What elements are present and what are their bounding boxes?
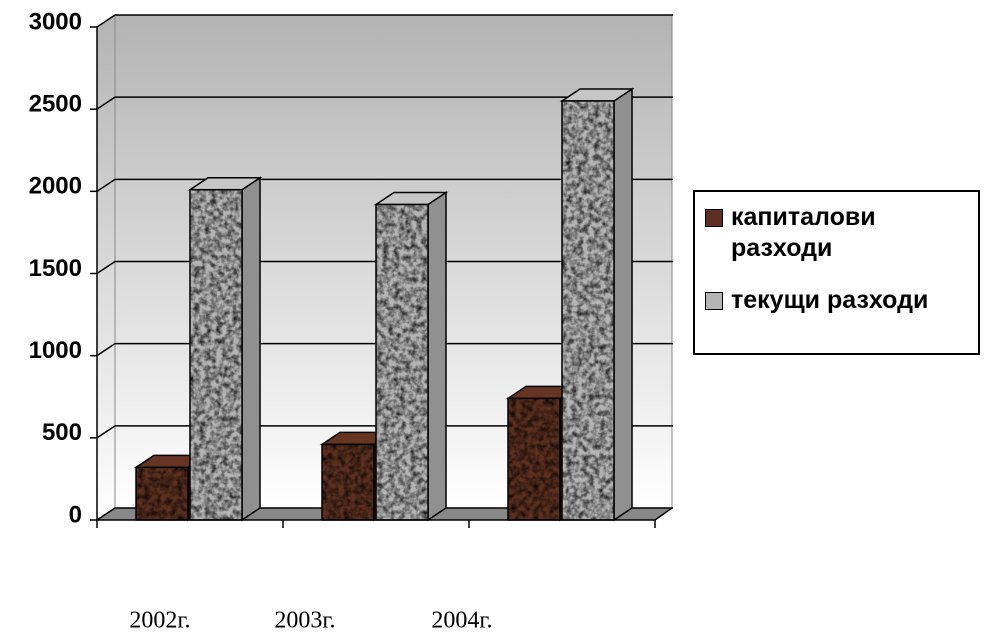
x-tick-label: 2003г. xyxy=(274,608,335,634)
bar-side xyxy=(613,87,633,522)
bar xyxy=(189,188,243,521)
y-tick-label: 0 xyxy=(69,501,82,528)
y-tick-label: 1500 xyxy=(29,255,82,282)
y-tick-label: 3000 xyxy=(29,8,82,35)
grid-line-side xyxy=(96,343,116,357)
legend-swatch xyxy=(705,209,723,227)
grid-line-side xyxy=(96,178,116,192)
legend-entry: текущи разходи xyxy=(705,285,975,316)
legend-entry: капиталови разходи xyxy=(705,202,975,264)
bar xyxy=(321,443,375,521)
legend-label: капиталови разходи xyxy=(731,203,876,262)
legend: капиталови разходи текущи разходи xyxy=(693,190,980,355)
y-tick-label: 2000 xyxy=(29,173,82,200)
grid-line-side xyxy=(96,260,116,275)
y-tick-label: 2500 xyxy=(29,91,82,118)
bar-side xyxy=(427,191,447,522)
bar xyxy=(135,466,189,521)
grid-line-side xyxy=(96,96,116,110)
bar xyxy=(561,100,615,521)
y-tick-label: 1000 xyxy=(29,337,82,364)
grid-line-side xyxy=(96,507,116,521)
bar-side xyxy=(241,176,261,522)
bar xyxy=(507,397,561,521)
grid-line-side xyxy=(96,14,116,28)
grid-line-side xyxy=(96,425,116,439)
legend-swatch xyxy=(705,292,723,310)
floor-edge xyxy=(654,507,673,521)
bar xyxy=(375,203,429,521)
x-tick-label: 2004г. xyxy=(431,608,492,634)
legend-label: текущи разходи xyxy=(731,286,929,314)
x-tick-label: 2002г. xyxy=(129,608,190,634)
y-tick-label: 500 xyxy=(42,419,82,446)
